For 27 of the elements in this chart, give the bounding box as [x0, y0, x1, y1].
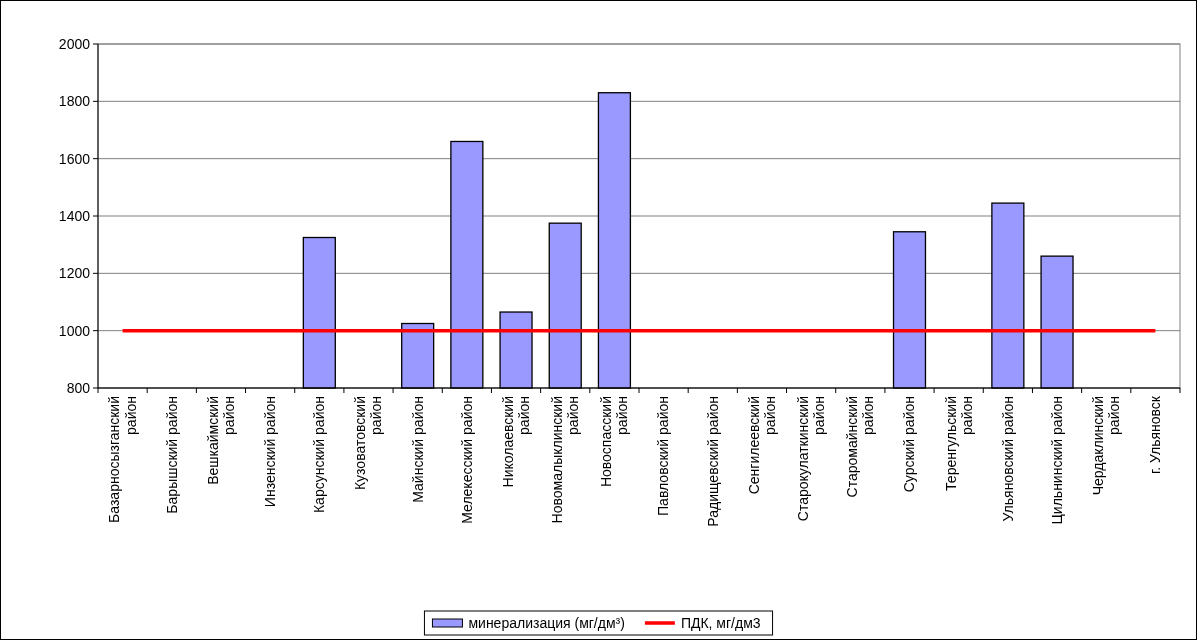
- x-tick-label: Радищевский район: [704, 396, 721, 527]
- x-tick-label: Ульяновский район: [999, 396, 1016, 522]
- y-tick-label: 800: [66, 379, 91, 396]
- x-tick-label: Вешкаймский район: [204, 396, 237, 485]
- x-tick-label: Чердаклинский район: [1090, 396, 1123, 496]
- y-tick-label: 1200: [58, 265, 91, 282]
- legend-label: минерализация (мг/дм³): [468, 614, 625, 631]
- x-tick-label: Майнский район: [409, 396, 426, 503]
- x-tick-label: Кузоватовский район: [352, 396, 385, 491]
- x-tick-label: г. Ульяновск: [1147, 395, 1164, 475]
- y-tick-label: 1600: [58, 150, 91, 167]
- x-tick-label: Теренгульский район: [942, 396, 975, 491]
- legend-label: ПДК, мг/дм3: [680, 614, 761, 631]
- y-tick-label: 1800: [58, 93, 91, 110]
- x-tick-label: Базарносызганский район: [106, 396, 139, 523]
- x-tick-label: Сенгилеевский район: [745, 396, 778, 495]
- x-tick-label: Инзенский район: [262, 396, 279, 508]
- x-tick-label: Николаевский район: [499, 396, 532, 488]
- x-tick-label: Сурский район: [901, 396, 918, 493]
- x-tick-label: Цильнинский район: [1048, 396, 1065, 525]
- y-tick-label: 2000: [58, 35, 91, 52]
- y-tick-label: 1000: [58, 322, 91, 339]
- x-tick-label: Павловский район: [655, 396, 672, 516]
- x-tick-label: Карсунский район: [311, 396, 328, 514]
- x-tick-label: Барышский район: [163, 396, 180, 514]
- y-tick-label: 1400: [58, 207, 91, 224]
- x-tick-label: Мелекесский район: [458, 396, 475, 524]
